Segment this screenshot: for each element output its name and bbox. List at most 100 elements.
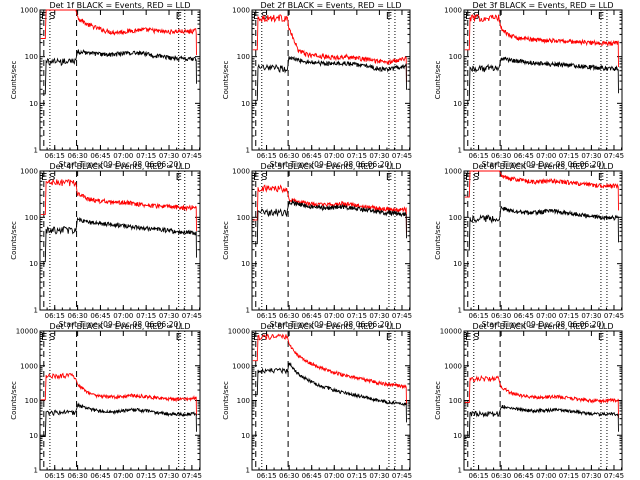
x-tick-label: 06:15: [468, 472, 488, 480]
marker-e: E: [598, 332, 604, 343]
chart-panel-5: Det 5f BLACK = Events, RED = LLD Counts/s…: [222, 162, 412, 329]
chart-title: Det 7f BLACK = Events, RED = LLD: [49, 322, 190, 331]
x-tick-label: 06:30: [491, 312, 511, 320]
marker-e: E: [598, 172, 604, 183]
x-tick-label: 06:15: [45, 152, 65, 160]
x-tick-label: 06:45: [90, 152, 110, 160]
x-tick-label: 06:15: [256, 312, 276, 320]
x-axis-label: Start Time (09-Dec-08 06:06:20): [482, 320, 604, 329]
y-tick-label: 1000: [444, 7, 462, 15]
x-tick-label: 07:00: [324, 312, 344, 320]
y-tick-label: 1000: [232, 362, 250, 370]
x-tick-label: 07:45: [392, 472, 412, 480]
chart-panel-1: Det 1f BLACK = Events, RED = LLD Counts/s…: [10, 1, 202, 169]
lld-rate-line: [40, 178, 197, 231]
marker-e: E: [253, 332, 259, 343]
x-tick-label: 07:45: [604, 152, 624, 160]
y-tick-label: 1: [34, 467, 38, 475]
chart-title: Det 1f BLACK = Events, RED = LLD: [49, 1, 190, 10]
marker-e: E: [176, 172, 182, 183]
x-tick-label: 06:30: [67, 472, 87, 480]
y-tick-label: 1000: [20, 168, 38, 176]
y-tick-label: 100: [449, 214, 462, 222]
x-tick-label: 06:45: [90, 312, 110, 320]
chart-title: Det 2f BLACK = Events, RED = LLD: [260, 1, 401, 10]
x-tick-label: 07:45: [392, 152, 412, 160]
marker-s: S: [49, 332, 55, 343]
x-tick-label: 06:30: [67, 312, 87, 320]
x-tick-label: 07:00: [113, 152, 133, 160]
x-tick-label: 06:30: [67, 152, 87, 160]
x-tick-label: 07:00: [324, 472, 344, 480]
y-tick-label: 100: [237, 214, 250, 222]
y-tick-label: 1000: [20, 7, 38, 15]
x-tick-label: 06:30: [491, 152, 511, 160]
x-tick-label: 06:30: [279, 152, 299, 160]
x-axis-label: Start Time (09-Dec-08 06:06:20): [270, 160, 392, 169]
x-tick-label: 06:45: [302, 152, 322, 160]
y-axis-label: Counts/sec: [222, 61, 230, 100]
marker-e: E: [598, 11, 604, 22]
y-tick-label: 10: [241, 432, 250, 440]
x-tick-label: 07:15: [559, 312, 579, 320]
chart-panel-9: Det 9f BLACK = Events, RED = LLD Counts/s…: [434, 322, 624, 480]
plot-frame: [251, 9, 411, 151]
x-tick-label: 07:00: [324, 152, 344, 160]
y-tick-label: 100: [25, 53, 38, 61]
x-tick-label: 07:00: [113, 312, 133, 320]
x-tick-label: 07:15: [347, 152, 367, 160]
x-tick-label: 06:45: [514, 312, 534, 320]
events-rate-line: [464, 206, 619, 251]
marker-e: E: [176, 332, 182, 343]
y-tick-label: 10: [29, 260, 38, 268]
x-tick-label: 07:30: [581, 152, 601, 160]
x-tick-label: 06:15: [468, 312, 488, 320]
lld-rate-line: [464, 170, 619, 211]
x-tick-label: 06:45: [514, 152, 534, 160]
x-tick-label: 07:00: [536, 152, 556, 160]
plot-frame: [39, 9, 201, 151]
chart-panel-2: Det 2f BLACK = Events, RED = LLD Counts/s…: [222, 1, 412, 169]
y-tick-label: 10000: [440, 328, 462, 336]
x-tick-label: 07:00: [536, 312, 556, 320]
x-tick-label: 07:30: [159, 472, 179, 480]
x-tick-label: 07:45: [604, 472, 624, 480]
x-tick-label: 06:15: [256, 472, 276, 480]
y-tick-label: 1: [246, 467, 250, 475]
events-rate-line: [464, 56, 619, 101]
y-axis-label: Counts/sec: [434, 381, 442, 420]
plot-frame: [463, 170, 623, 311]
x-tick-label: 06:15: [468, 152, 488, 160]
chart-panel-3: Det 3f BLACK = Events, RED = LLD Counts/s…: [434, 1, 624, 169]
x-tick-label: 07:15: [136, 312, 156, 320]
x-axis-label: Start Time (09-Dec-08 06:06:20): [270, 320, 392, 329]
events-rate-line: [464, 405, 619, 439]
marker-s: S: [261, 332, 267, 343]
marker-e: E: [386, 332, 392, 343]
plot-frame: [251, 330, 411, 471]
y-axis-label: Counts/sec: [10, 61, 18, 100]
y-tick-label: 100: [237, 53, 250, 61]
x-tick-label: 06:45: [302, 312, 322, 320]
chart-panel-8: Det 8f BLACK = Events, RED = LLD Counts/s…: [222, 322, 412, 480]
x-tick-label: 07:45: [604, 312, 624, 320]
y-tick-label: 1: [458, 467, 462, 475]
plot-frame: [251, 170, 411, 311]
y-tick-label: 1000: [444, 362, 462, 370]
y-tick-label: 10: [241, 100, 250, 108]
x-tick-label: 07:30: [159, 312, 179, 320]
y-tick-label: 100: [25, 397, 38, 405]
lld-rate-line: [252, 333, 407, 405]
x-tick-label: 06:30: [279, 312, 299, 320]
x-tick-label: 07:15: [347, 472, 367, 480]
x-axis-label: Start Time (09-Dec-08 06:06:20): [59, 160, 181, 169]
events-rate-line: [40, 402, 197, 437]
marker-e: E: [386, 172, 392, 183]
x-tick-label: 07:15: [347, 312, 367, 320]
x-tick-label: 06:15: [256, 152, 276, 160]
y-tick-label: 10000: [228, 328, 250, 336]
chart-title: Det 5f BLACK = Events, RED = LLD: [260, 162, 401, 171]
chart-title: Det 9f BLACK = Events, RED = LLD: [472, 322, 613, 331]
events-rate-line: [40, 216, 197, 263]
